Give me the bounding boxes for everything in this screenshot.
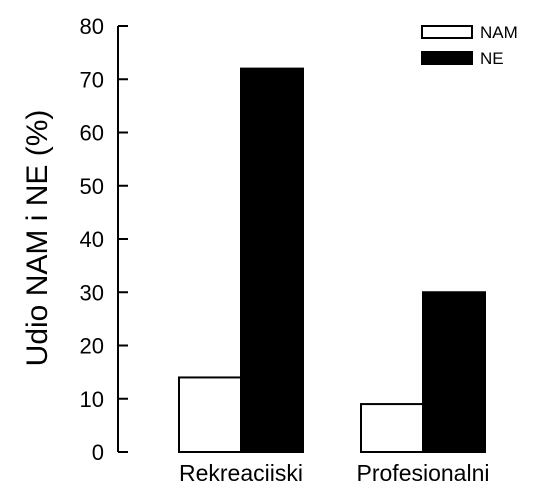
bar-nam-rekreaciiski [178,376,242,454]
category-labels: Rekreaciiski Profesionalni [179,460,489,486]
category-label: Rekreaciiski [179,460,303,486]
y-tick-label: 80 [80,14,104,39]
legend-swatch-ne [421,51,473,65]
y-tick-label: 0 [92,440,104,465]
bars [178,67,486,454]
bar-ne-rekreaciiski [240,67,304,453]
legend-label-nam: NAM [480,23,518,42]
legend-label-ne: NE [480,49,504,68]
y-axis-ticks: 0 10 20 30 40 50 60 70 80 [80,14,128,465]
y-tick-label: 60 [80,121,104,146]
bar-nam-profesionalni [360,403,424,454]
legend-swatch-nam [421,25,473,39]
y-axis-label: Udio NAM i NE (%) [21,110,54,367]
y-tick-label: 40 [80,227,104,252]
y-tick-label: 10 [80,387,104,412]
y-tick-label: 70 [80,67,104,92]
category-label: Profesionalni [357,460,490,486]
y-tick-label: 30 [80,280,104,305]
y-tick-label: 50 [80,174,104,199]
bar-ne-profesionalni [422,291,486,453]
y-tick-label: 20 [80,334,104,359]
legend: NAM NE [421,23,518,68]
